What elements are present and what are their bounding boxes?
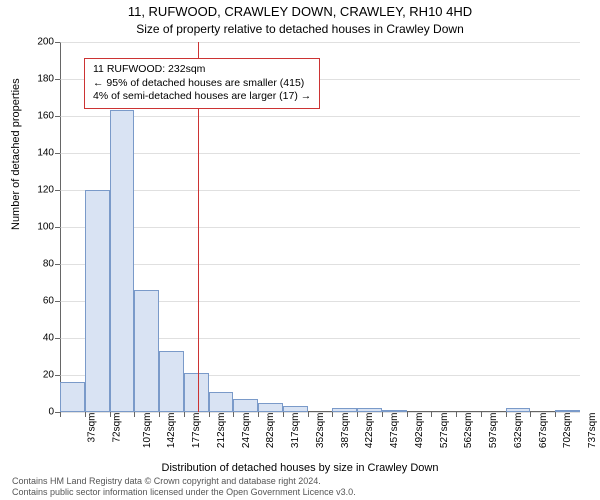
xtick-label: 387sqm [340,413,351,449]
ytick-label: 100 [24,222,54,233]
xtick-mark [555,412,556,417]
footer-line-2: Contains public sector information licen… [12,487,356,498]
xtick-label: 457sqm [389,413,400,449]
ytick-mark [55,153,60,154]
xtick-mark [431,412,432,417]
histogram-bar [159,351,184,412]
xtick-label: 422sqm [364,413,375,449]
histogram-bar [233,399,258,412]
histogram-bar [283,406,308,412]
ytick-label: 80 [24,259,54,270]
grid-line [60,153,580,154]
histogram-bar [110,110,135,412]
ytick-mark [55,190,60,191]
ytick-mark [55,338,60,339]
histogram-bar [382,410,407,412]
xtick-mark [456,412,457,417]
xtick-mark [258,412,259,417]
footer: Contains HM Land Registry data © Crown c… [12,476,356,498]
xtick-label: 72sqm [111,413,122,443]
grid-line [60,116,580,117]
histogram-bar [357,408,382,412]
ytick-label: 140 [24,148,54,159]
xtick-mark [110,412,111,417]
caption-box: 11 RUFWOOD: 232sqm ← 95% of detached hou… [84,58,320,109]
xtick-label: 632sqm [513,413,524,449]
y-axis-label: Number of detached properties [10,78,22,230]
xtick-label: 317sqm [290,413,301,449]
xtick-label: 282sqm [265,413,276,449]
grid-line [60,227,580,228]
histogram-bar [60,382,85,412]
chart-subtitle: Size of property relative to detached ho… [0,22,600,36]
xtick-mark [506,412,507,417]
xtick-label: 212sqm [216,413,227,449]
ytick-mark [55,79,60,80]
caption-line-2: ← 95% of detached houses are smaller (41… [93,77,311,91]
histogram-bar [85,190,110,412]
xtick-mark [85,412,86,417]
chart-container: 11, RUFWOOD, CRAWLEY DOWN, CRAWLEY, RH10… [0,0,600,500]
xtick-label: 597sqm [488,413,499,449]
footer-line-1: Contains HM Land Registry data © Crown c… [12,476,356,487]
xtick-mark [481,412,482,417]
ytick-label: 60 [24,296,54,307]
xtick-mark [308,412,309,417]
xtick-mark [134,412,135,417]
ytick-mark [55,116,60,117]
xtick-mark [60,412,61,417]
grid-line [60,42,580,43]
ytick-label: 0 [24,407,54,418]
xtick-mark [233,412,234,417]
histogram-bar [184,373,209,412]
ytick-label: 20 [24,370,54,381]
ytick-label: 200 [24,37,54,48]
histogram-bar [555,410,580,412]
histogram-bar [134,290,159,412]
ytick-label: 40 [24,333,54,344]
grid-line [60,190,580,191]
xtick-label: 737sqm [587,413,598,449]
ytick-label: 180 [24,74,54,85]
xtick-label: 177sqm [191,413,202,449]
xtick-label: 37sqm [87,413,98,443]
xtick-label: 527sqm [439,413,450,449]
ytick-mark [55,375,60,376]
chart-title: 11, RUFWOOD, CRAWLEY DOWN, CRAWLEY, RH10… [0,4,600,19]
xtick-label: 107sqm [142,413,153,449]
xtick-mark [159,412,160,417]
histogram-bar [209,392,234,412]
xtick-label: 142sqm [166,413,177,449]
ytick-label: 160 [24,111,54,122]
ytick-mark [55,301,60,302]
xtick-mark [184,412,185,417]
histogram-bar [258,403,283,412]
caption-line-3: 4% of semi-detached houses are larger (1… [93,90,311,104]
xtick-label: 562sqm [464,413,475,449]
xtick-mark [332,412,333,417]
xtick-label: 352sqm [315,413,326,449]
xtick-mark [209,412,210,417]
xtick-mark [382,412,383,417]
ytick-mark [55,264,60,265]
xtick-label: 492sqm [414,413,425,449]
xtick-mark [357,412,358,417]
xtick-label: 247sqm [241,413,252,449]
xtick-label: 702sqm [563,413,574,449]
xtick-mark [283,412,284,417]
ytick-mark [55,42,60,43]
caption-line-1: 11 RUFWOOD: 232sqm [93,63,311,77]
xtick-label: 667sqm [538,413,549,449]
histogram-bar [332,408,357,412]
grid-line [60,264,580,265]
ytick-mark [55,227,60,228]
x-axis-label: Distribution of detached houses by size … [0,462,600,474]
xtick-mark [530,412,531,417]
xtick-mark [407,412,408,417]
ytick-label: 120 [24,185,54,196]
histogram-bar [506,408,531,412]
